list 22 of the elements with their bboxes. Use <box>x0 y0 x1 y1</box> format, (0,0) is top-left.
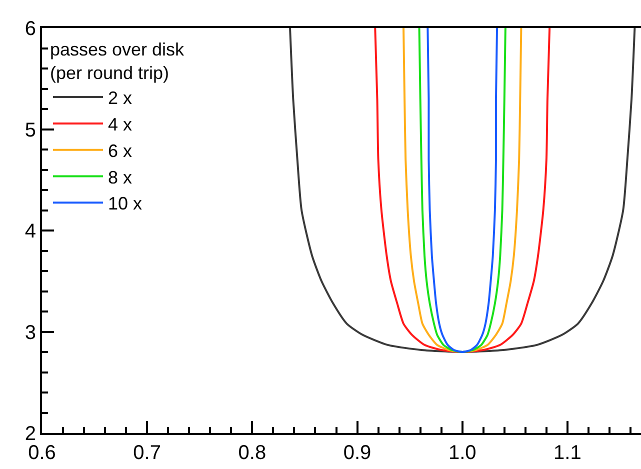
y-tick-label: 3 <box>24 322 36 344</box>
x-tick-label: 0.8 <box>238 442 266 464</box>
line-series <box>289 28 636 353</box>
legend-title: passes over disk (per round trip) <box>50 39 186 83</box>
legend-label: 8 x <box>108 167 132 188</box>
x-tick-label: 1.0 <box>448 442 476 464</box>
x-tick-label: 0.7 <box>133 442 161 464</box>
y-tick-label: 4 <box>24 220 36 242</box>
line-series <box>418 28 506 353</box>
y-tick-label: 5 <box>24 119 36 142</box>
x-tick-label: 1.1 <box>554 442 582 464</box>
x-tick-label: 0.6 <box>28 442 56 464</box>
line-series <box>402 28 522 353</box>
legend-label: 10 x <box>108 194 142 214</box>
y-tick-label: 6 <box>24 18 36 40</box>
legend-label: 2 x <box>108 88 132 108</box>
legend-label: 4 x <box>108 114 132 134</box>
line-series <box>426 28 498 353</box>
legend-label: 6 x <box>108 140 132 161</box>
line-series <box>374 28 551 353</box>
x-tick-label: 0.9 <box>343 442 372 464</box>
y-tick-label: 2 <box>24 423 36 445</box>
